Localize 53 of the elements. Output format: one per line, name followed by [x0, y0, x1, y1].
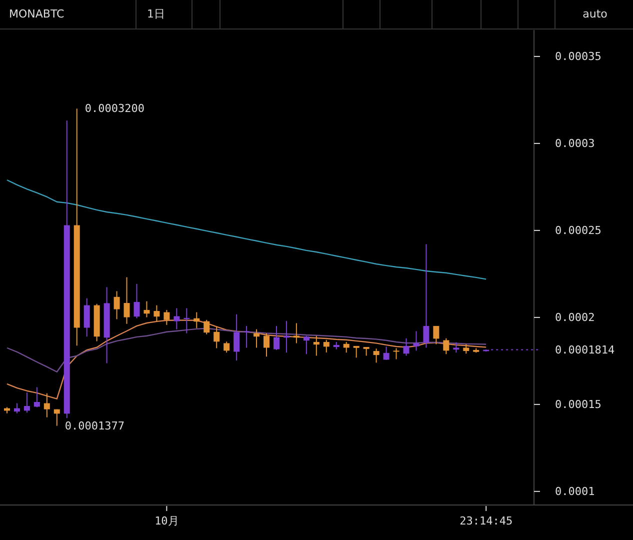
- y-tick-label: 0.00015: [555, 398, 602, 411]
- x-tick-label: 23:14:45: [460, 514, 513, 528]
- candlestick: [293, 322, 300, 344]
- candlestick: [413, 330, 420, 352]
- y-tick-label: 0.00025: [555, 224, 602, 237]
- candlestick: [14, 402, 20, 414]
- text: MONABTC: [9, 8, 65, 20]
- annotation: 0.0003200: [84, 102, 144, 116]
- candlestick: [134, 283, 140, 319]
- x-tick-label: 10月: [154, 514, 179, 528]
- candlestick: [194, 312, 200, 329]
- candlestick: [154, 304, 160, 322]
- candlestick: [174, 308, 180, 330]
- candlestick: [303, 335, 310, 355]
- candlestick: [24, 392, 30, 414]
- candlestick: [273, 325, 280, 350]
- candlestick: [164, 309, 170, 326]
- candlestick: [343, 341, 350, 354]
- candlestick: [244, 325, 250, 348]
- candlestick: [124, 276, 130, 324]
- candlestick: [323, 339, 330, 353]
- candlestick: [433, 325, 440, 345]
- candlestick: [44, 392, 50, 418]
- candlestick: [383, 346, 390, 360]
- candlestick: [423, 244, 430, 348]
- candlestick: [184, 308, 190, 334]
- candlestick: [34, 386, 40, 408]
- candlestick: [443, 338, 450, 355]
- ref-line-label: 0.0001814: [555, 343, 615, 356]
- candlestick: [214, 326, 220, 349]
- candlestick: [264, 332, 270, 358]
- candlestick: [313, 335, 320, 356]
- annotation: 0.0001377: [64, 419, 125, 432]
- y-tick-label: 0.0003: [555, 136, 595, 150]
- candlestick: [234, 314, 240, 362]
- candlestick: [403, 338, 410, 356]
- y-tick-label: 0.00035: [555, 50, 602, 63]
- y-tick-label: 0.0001: [555, 484, 595, 498]
- candlestick: [54, 408, 60, 426]
- text: auto: [582, 8, 608, 20]
- y-tick-label: 0.0002: [555, 310, 595, 324]
- candlestick: [144, 300, 150, 318]
- candlestick: [463, 344, 470, 354]
- candlestick: [84, 298, 90, 338]
- candlestick: [254, 328, 260, 348]
- candlestick: [453, 342, 460, 354]
- candlestick: [373, 348, 380, 364]
- candlestick: [283, 320, 290, 354]
- candlestick: [114, 290, 120, 320]
- candlestick: [224, 341, 230, 354]
- candlestick: [204, 319, 210, 335]
- text: 1日: [147, 8, 165, 20]
- candlestick: [393, 348, 400, 360]
